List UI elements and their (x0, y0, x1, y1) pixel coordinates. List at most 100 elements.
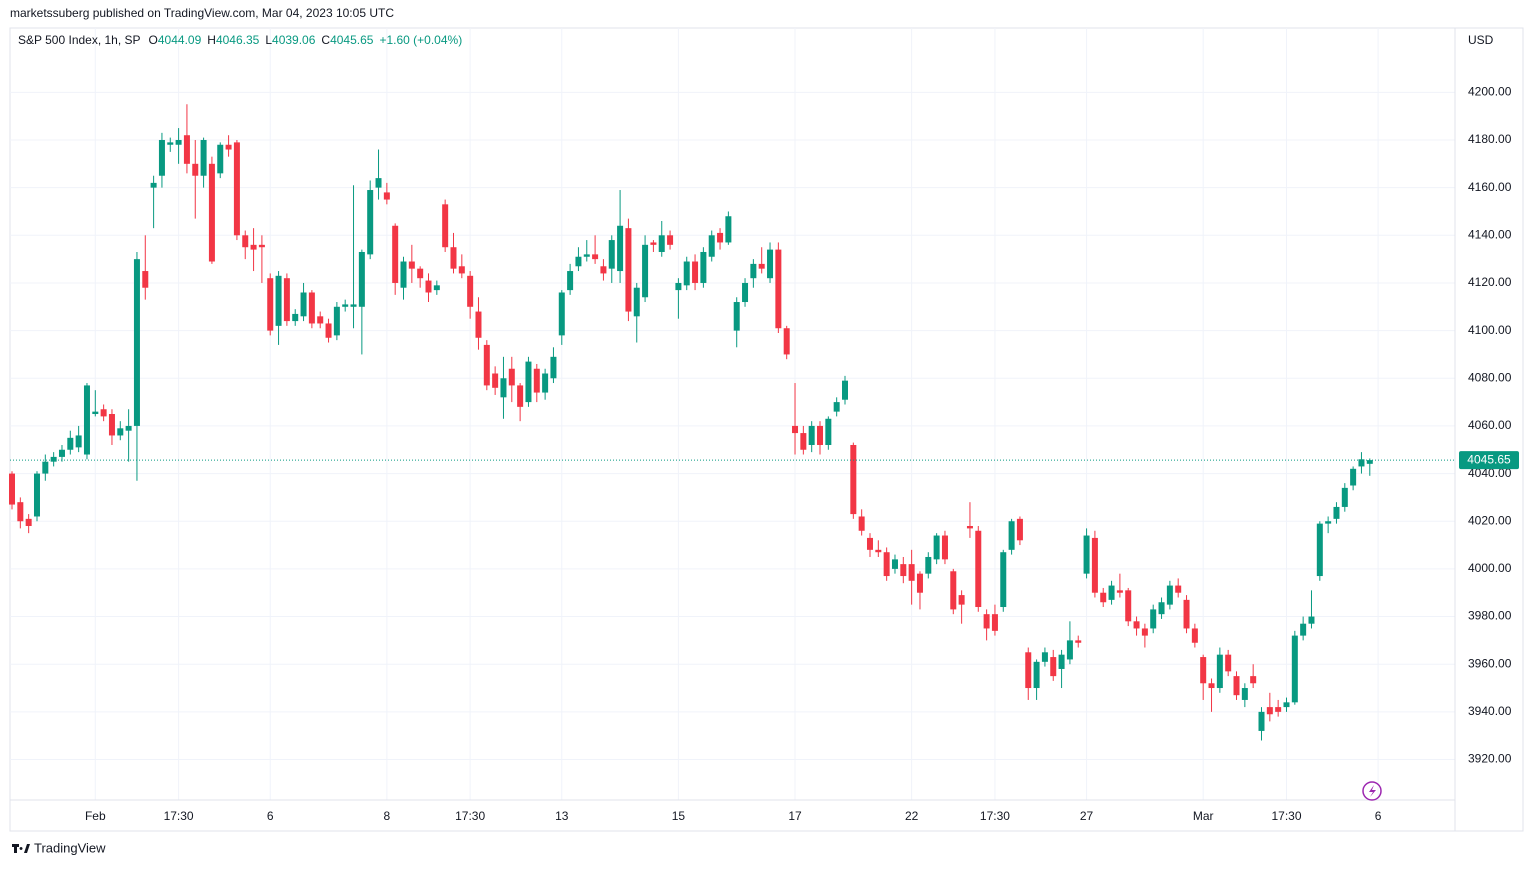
last-price-label: 4045.65 (1467, 452, 1511, 466)
candle-body (1241, 688, 1248, 700)
candle-body (1316, 523, 1323, 577)
candle-body (825, 418, 832, 445)
y-tick-label: 3960.00 (1468, 656, 1512, 670)
candle-body (383, 192, 390, 200)
candle-body (217, 144, 224, 174)
candle-body (150, 182, 157, 188)
candle-body (1283, 702, 1290, 708)
x-tick-label: 17:30 (1271, 809, 1301, 823)
replay-icon[interactable] (1362, 781, 1382, 801)
candle-body (775, 249, 782, 329)
candle-body (742, 282, 749, 303)
candle-body (558, 292, 565, 336)
candle-body (550, 356, 557, 379)
candle-body (267, 278, 274, 331)
candle-body (1175, 585, 1182, 593)
candle-body (367, 190, 374, 255)
tv-logo (12, 844, 30, 853)
candle-body (650, 242, 657, 245)
x-tick-label: 6 (267, 809, 274, 823)
candle-body (375, 178, 382, 188)
candle-body (1108, 585, 1115, 600)
y-tick-label: 4120.00 (1468, 275, 1512, 289)
candle-body (400, 261, 407, 288)
candle-body (817, 425, 824, 445)
candle-body (1166, 585, 1173, 605)
x-tick-label: Feb (85, 809, 106, 823)
candle-body (417, 268, 424, 279)
candle-body (158, 139, 165, 176)
candle-body (891, 559, 898, 569)
candle-body (1275, 707, 1282, 712)
candle-body (966, 526, 973, 529)
candle-body (991, 614, 998, 631)
candle-body (1208, 683, 1215, 689)
publisher: marketssuberg published on TradingView.c… (10, 6, 394, 20)
candle-body (608, 240, 615, 269)
candle-body (192, 163, 199, 176)
candle-body (900, 564, 907, 577)
candle-body (33, 473, 40, 517)
candle-body (83, 385, 90, 455)
candle-body (1308, 616, 1315, 624)
candle-body (258, 244, 265, 248)
candle-body (208, 163, 215, 262)
candle-body (1216, 654, 1223, 689)
candle-body (1083, 535, 1090, 574)
candle-body (317, 316, 324, 324)
o-label: O (149, 33, 158, 47)
y-tick-label: 4160.00 (1468, 180, 1512, 194)
candle-body (408, 261, 415, 269)
candle-body (1091, 537, 1098, 593)
grid (10, 28, 1455, 800)
y-tick-label: 4200.00 (1468, 85, 1512, 99)
chart-frame (9, 27, 1524, 832)
candle-body (1225, 654, 1232, 672)
x-tick-label: 13 (555, 809, 569, 823)
y-tick-label: 4000.00 (1468, 561, 1512, 575)
candle-body (167, 142, 174, 145)
candle-body (575, 256, 582, 267)
candle-body (142, 271, 149, 288)
candle-body (833, 402, 840, 412)
candle-body (1033, 661, 1040, 689)
symbol: S&P 500 Index, 1h, SP (18, 33, 141, 47)
candle-body (1333, 506, 1340, 519)
candle-body (250, 244, 257, 250)
candle-body (17, 502, 24, 522)
candle-body (767, 249, 774, 279)
candle-body (275, 275, 282, 326)
candle-body (975, 530, 982, 608)
o-value: 4044.09 (158, 33, 202, 47)
candle-body (350, 304, 357, 307)
candle-body (1250, 676, 1257, 684)
last-price-tag (1459, 451, 1519, 470)
candle-body (475, 311, 482, 338)
candle-body (67, 437, 74, 450)
candle-body (1050, 657, 1057, 677)
candle-body (233, 142, 240, 236)
candle-body (708, 235, 715, 257)
candle-body (1350, 468, 1357, 486)
candle-body (1016, 518, 1023, 541)
legend: S&P 500 Index, 1h, SP O4044.09 H4046.35 L40… (18, 33, 462, 47)
x-tick-label: 6 (1375, 809, 1382, 823)
candle-body (458, 266, 465, 274)
candle-body (1075, 640, 1082, 643)
candle-body (1150, 609, 1157, 629)
candle-body (958, 595, 965, 605)
x-tick-label: 22 (905, 809, 919, 823)
candle-body (916, 573, 923, 593)
candle-body (733, 302, 740, 331)
candle-body (133, 259, 140, 426)
candle-body (1191, 628, 1198, 643)
y-tick-label: 3980.00 (1468, 609, 1512, 623)
candle-body (600, 266, 607, 274)
candle-body (108, 414, 115, 436)
candle-body (683, 261, 690, 286)
l-label: L (265, 33, 272, 47)
x-tick-label: 17:30 (980, 809, 1010, 823)
candle-body (667, 235, 674, 245)
candle-body (183, 135, 190, 164)
